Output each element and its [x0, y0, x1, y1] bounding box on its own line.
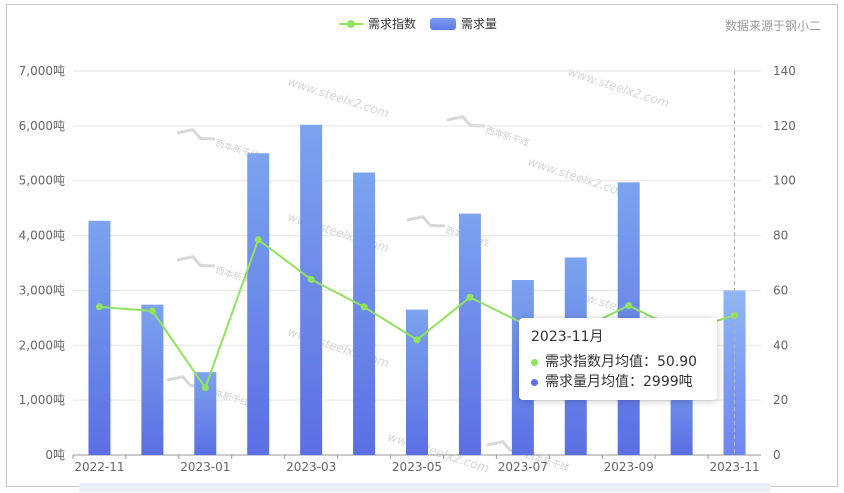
legend-item-qty[interactable]: 需求量	[430, 15, 497, 32]
axes: 0吨 1,000吨 2,000吨 3,000吨 4,000吨 5,000吨 6,000吨 7,…	[19, 64, 796, 474]
x-tick-label: 2023-05	[392, 460, 442, 474]
y-right-tick-label: 60	[773, 283, 788, 297]
watermark-logo-icon	[176, 128, 216, 141]
tooltip-qty-text: 需求量月均值：2999吨	[545, 374, 693, 390]
legend-index-label: 需求指数	[368, 17, 417, 31]
y-left-tick-label: 5,000吨	[19, 174, 65, 188]
y-left-tick-label: 6,000吨	[19, 119, 65, 133]
watermark-logo-icon	[406, 215, 446, 228]
chart-canvas: www.steelx2.com www.steelx2.comwww.steelx…	[19, 64, 796, 476]
x-tick-label: 2023-03	[286, 460, 336, 474]
watermark-logo-text: 西本新干线	[484, 124, 531, 149]
tooltip-row-qty: 需求量月均值：2999吨	[531, 372, 705, 392]
line-point	[413, 336, 421, 344]
y-right-tick-label: 120	[773, 119, 796, 133]
bar-swatch-icon	[430, 17, 457, 30]
line-point	[148, 307, 156, 315]
line-point	[625, 302, 633, 310]
tooltip-index-text: 需求指数月均值：50.90	[545, 354, 698, 370]
y-right-tick-label: 20	[773, 393, 788, 407]
line-point	[466, 293, 474, 301]
x-tick-label: 2023-09	[604, 460, 654, 474]
legend-qty-label: 需求量	[461, 17, 498, 31]
watermark-text: www.steelx2.com	[526, 155, 631, 201]
y-right-tick-label: 40	[773, 338, 788, 352]
line-point	[307, 275, 315, 283]
y-right-tick-label: 0	[773, 448, 781, 462]
bar	[194, 372, 217, 455]
y-left-tick-label: 1,000吨	[19, 393, 65, 407]
bar	[88, 220, 111, 455]
line-point	[731, 311, 739, 319]
zoom-scrollbar[interactable]	[79, 483, 771, 492]
y-right-tick-label: 100	[773, 174, 796, 188]
chart-frame: www.steelx2.com www.steelx2.com www.steelx…	[6, 4, 838, 492]
bar	[300, 124, 323, 455]
y-right-tick-label: 140	[773, 64, 796, 78]
watermark-logo-icon	[446, 115, 486, 128]
y-left-tick-label: 2,000吨	[19, 338, 65, 352]
bar	[247, 153, 270, 456]
source-note: 数据来源于钢小二	[724, 19, 821, 33]
bar	[141, 304, 164, 455]
x-tick-label: 2023-11	[709, 460, 759, 474]
tooltip-row-index: 需求指数月均值：50.90	[531, 352, 705, 372]
x-tick-label: 2023-07	[498, 460, 548, 474]
x-tick-label: 2023-01	[180, 460, 230, 474]
tooltip-title: 2023-11月	[531, 329, 604, 345]
line-point	[95, 303, 103, 311]
bar	[406, 309, 428, 455]
tooltip: 2023-11月 需求指数月均值：50.90 需求量月均值：2999吨	[519, 318, 717, 400]
bar	[353, 172, 376, 455]
line-point	[254, 236, 262, 244]
watermark-text: www.steelx2.com	[286, 75, 391, 121]
bar	[458, 213, 481, 455]
y-left-tick-label: 7,000吨	[19, 64, 65, 78]
y-right-tick-label: 80	[773, 229, 788, 243]
line-point	[201, 384, 209, 392]
bar-series	[88, 124, 746, 456]
green-dot-icon	[531, 358, 538, 366]
x-tick-label: 2022-11	[74, 460, 124, 474]
legend-item-index[interactable]: 需求指数	[339, 15, 416, 32]
watermark-logo-icon	[176, 255, 216, 268]
y-left-tick-label: 3,000吨	[19, 283, 65, 297]
y-left-tick-label: 4,000吨	[19, 229, 65, 243]
line-point	[360, 303, 368, 311]
legend: 需求指数 需求量	[339, 15, 511, 32]
y-left-tick-label: 0吨	[45, 448, 65, 462]
blue-dot-icon	[531, 378, 538, 386]
line-swatch-icon	[339, 19, 363, 28]
